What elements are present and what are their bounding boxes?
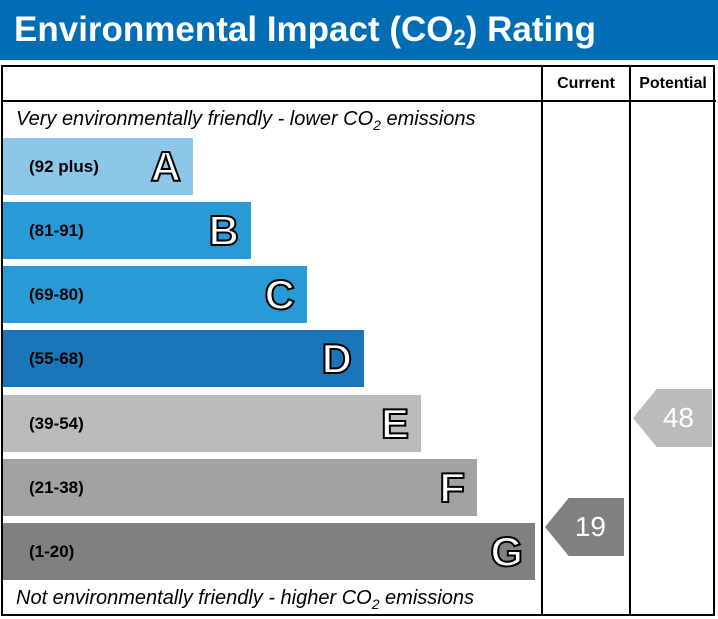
band-range: (69-80) (29, 285, 84, 304)
band-letter: E (380, 399, 410, 448)
band-range: (81-91) (29, 221, 84, 240)
bottom-note: Not environmentally friendly - higher CO… (16, 587, 474, 612)
note-subscript: 2 (373, 117, 381, 133)
column-divider (629, 65, 631, 616)
potential-column-header: Potential (639, 75, 707, 92)
band-letter: A (150, 142, 182, 191)
title-text-end: ) Rating (465, 10, 597, 49)
band-e: (39-54) E (3, 395, 421, 452)
band-letter: F (438, 463, 466, 512)
note-text: Not environmentally friendly - higher CO (16, 587, 372, 609)
note-text-end: emissions (379, 587, 474, 609)
top-note: Very environmentally friendly - lower CO… (16, 108, 475, 133)
current-rating-arrow: 19 (545, 498, 624, 556)
column-divider (541, 65, 543, 616)
current-column-header: Current (557, 75, 615, 92)
band-range: (21-38) (29, 478, 84, 497)
band-letter: G (489, 527, 524, 576)
note-text: Very environmentally friendly - lower CO (16, 108, 374, 130)
band-letter: B (208, 206, 240, 255)
potential-rating-value: 48 (662, 402, 694, 433)
band-range: (92 plus) (29, 157, 99, 176)
band-d: (55-68) D (3, 330, 364, 387)
note-subscript: 2 (371, 596, 380, 612)
note-text-end: emissions (380, 108, 476, 130)
band-b: (81-91) B (3, 202, 251, 259)
band-letter: C (264, 270, 296, 319)
band-range: (1-20) (29, 542, 75, 561)
band-g: (1-20) G (3, 523, 535, 580)
title-subscript: 2 (453, 25, 466, 50)
band-c: (69-80) C (3, 266, 307, 323)
current-rating-value: 19 (574, 511, 606, 542)
band-a: (92 plus) A (3, 138, 193, 195)
header-divider (1, 100, 716, 102)
band-range: (39-54) (29, 414, 84, 433)
band-letter: D (321, 334, 353, 383)
rating-table (1, 65, 715, 616)
title-text: Environmental Impact (CO (14, 10, 454, 49)
band-range: (55-68) (29, 349, 84, 368)
page-title: Environmental Impact (CO2) Rating (0, 0, 718, 60)
band-f: (21-38) F (3, 459, 477, 516)
